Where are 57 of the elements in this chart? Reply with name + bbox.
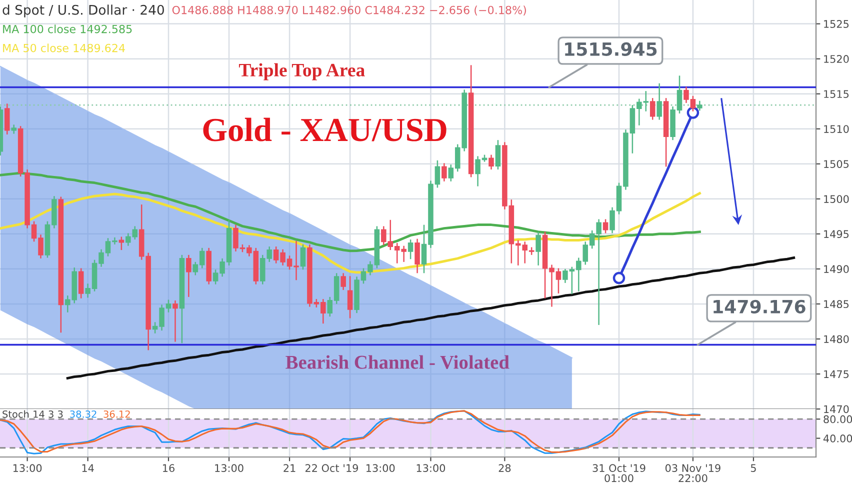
candlestick (656, 82, 662, 120)
x-tick-label: 13:00 (13, 464, 42, 472)
annotation: 1479.176 (714, 300, 806, 314)
annotation: O1486.888 H1488.970 L1482.960 C1484.232 −2.656 (−0.18%) (172, 6, 526, 16)
x-tick-label: 21 (284, 464, 296, 472)
y-tick-label: 1470 (824, 405, 849, 414)
y-tick-label: 1480 (824, 335, 849, 344)
candlestick (172, 300, 178, 342)
x-tick-label: 5 (750, 464, 756, 472)
y-tick-label: 1520 (824, 55, 849, 63)
y-tick-label: 1500 (824, 195, 849, 204)
candlestick (11, 124, 16, 134)
series-label: 38.32 (70, 410, 96, 418)
y-tick-label: 1485 (824, 300, 849, 308)
y-tick-label: 1495 (824, 230, 849, 238)
x-tick-label: 13:00 (215, 464, 244, 472)
candlestick (408, 238, 414, 260)
candlestick (347, 276, 353, 319)
candlestick (442, 162, 447, 182)
y-tick-label: 1525 (824, 20, 849, 28)
candlestick (414, 238, 420, 274)
legend-title: Stoch 14 3 3 (2, 410, 63, 418)
x-tick-label: 14 (82, 464, 94, 472)
candlestick (488, 154, 494, 170)
x-tick-label: 13:00 (416, 464, 446, 472)
annotation: 1515.945 (565, 42, 657, 56)
text: MA 50 close 1489.624 (3, 44, 125, 52)
x-tick-label: 16 (163, 464, 174, 472)
y-tick-label: 1510 (824, 125, 849, 133)
series-label: Bearish Channel - Violated (286, 355, 510, 369)
candlestick (602, 218, 608, 234)
candlestick (300, 244, 306, 270)
candlestick (697, 100, 702, 112)
line-series (0, 172, 701, 252)
text: Gold - XAU/USD (203, 118, 446, 142)
y-tick-label: 1505 (824, 160, 849, 168)
x-tick-label: 03 Nov '19 22:00 (665, 464, 720, 482)
x-tick-label: 31 Oct '19 01:00 (592, 464, 646, 482)
series-label: 36.12 (104, 410, 130, 418)
y-tick-label: 40.00 (823, 434, 852, 442)
candlestick (340, 272, 346, 291)
text: MA 100 close 1492.585 (3, 24, 132, 34)
y-tick-label: 1490 (824, 265, 849, 274)
y-tick-label: 1475 (824, 370, 849, 378)
candlestick (118, 236, 124, 251)
chart-subtitle: d Spot / U.S. Dollar · 240 (2, 4, 164, 18)
y-tick-label: 1515 (824, 90, 849, 98)
x-tick-label: 22 Oct '19 13:00 (305, 464, 395, 472)
candlestick (536, 231, 541, 266)
x-tick-label: 28 (498, 464, 511, 472)
candlestick (650, 97, 656, 120)
candlestick (186, 254, 192, 298)
candlestick (4, 103, 10, 136)
candlestick (495, 139, 501, 170)
ref-line-label: Triple Top Area (238, 63, 365, 80)
candlestick (78, 268, 84, 299)
y-tick-label: 80.00 (824, 415, 852, 424)
